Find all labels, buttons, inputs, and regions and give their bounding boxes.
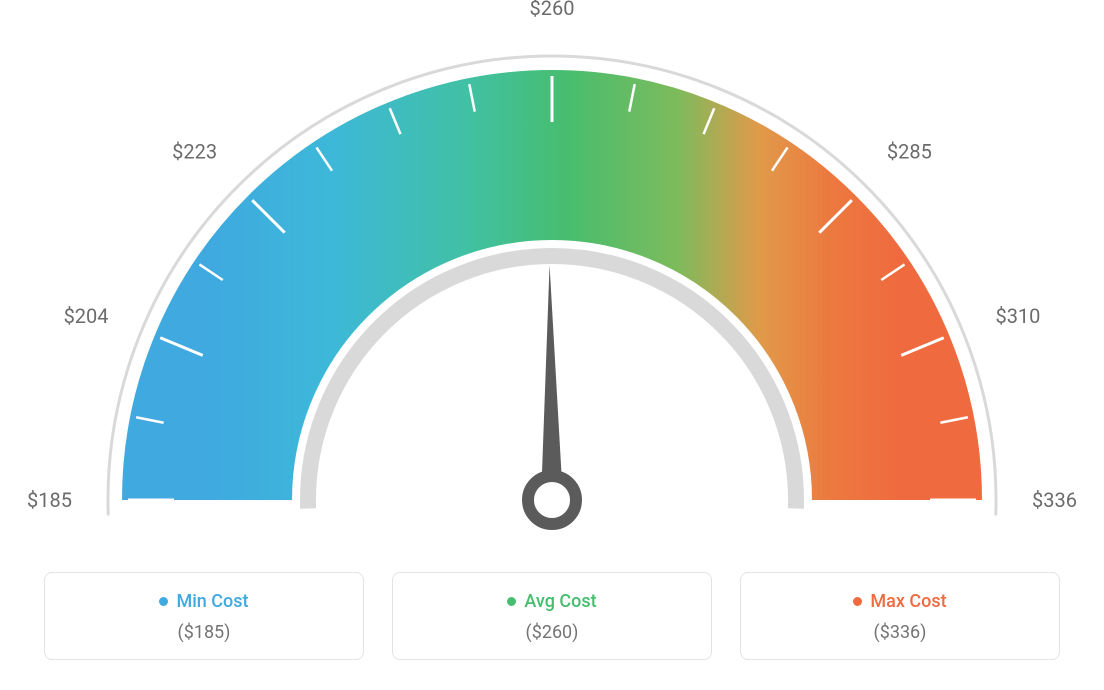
legend-title-avg: Avg Cost [507, 591, 596, 612]
gauge-tick-label: $204 [64, 304, 109, 328]
legend-label-avg: Avg Cost [524, 591, 596, 612]
dot-icon [507, 597, 516, 606]
dot-icon [159, 597, 168, 606]
gauge-needle [541, 265, 563, 500]
legend-card-min: Min Cost ($185) [44, 572, 364, 660]
legend-title-min: Min Cost [159, 591, 248, 612]
legend-label-max: Max Cost [870, 591, 946, 612]
gauge-tick-label: $185 [27, 488, 72, 512]
cost-gauge-chart: $185 $204 $223 $260 $285 $310 $336 Min Cost ($… [0, 0, 1104, 690]
gauge-tick-label: $336 [1032, 488, 1077, 512]
legend-title-max: Max Cost [853, 591, 946, 612]
legend-row: Min Cost ($185) Avg Cost ($260) Max Cost… [0, 572, 1104, 660]
legend-label-min: Min Cost [176, 591, 248, 612]
legend-value-min: ($185) [55, 622, 353, 643]
gauge-area: $185 $204 $223 $260 $285 $310 $336 [0, 0, 1104, 560]
gauge-svg [0, 0, 1104, 560]
gauge-tick-label: $260 [530, 0, 575, 20]
legend-card-max: Max Cost ($336) [740, 572, 1060, 660]
gauge-tick-label: $223 [172, 139, 217, 163]
gauge-tick-label: $310 [995, 304, 1040, 328]
legend-card-avg: Avg Cost ($260) [392, 572, 712, 660]
legend-value-max: ($336) [751, 622, 1049, 643]
legend-value-avg: ($260) [403, 622, 701, 643]
needle-hub [528, 476, 576, 524]
dot-icon [853, 597, 862, 606]
gauge-tick-label: $285 [887, 139, 932, 163]
